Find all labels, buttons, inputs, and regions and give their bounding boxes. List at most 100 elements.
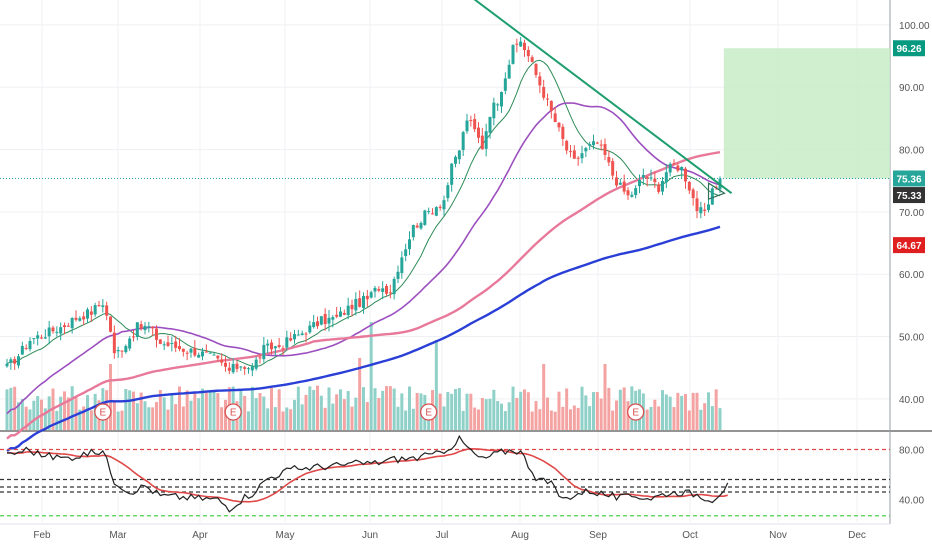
candle-body	[710, 188, 714, 205]
volume-bar	[350, 406, 354, 430]
candle-body	[699, 207, 703, 214]
earnings-marker-label: E	[230, 408, 237, 419]
target-zone	[723, 48, 890, 179]
volume-bar	[319, 395, 323, 430]
volume-bar	[296, 386, 300, 430]
price-badges: 96.26 75.36 75.33 64.67	[893, 40, 925, 254]
candle-body	[124, 346, 128, 353]
volume-bar	[220, 407, 224, 430]
candle-body	[534, 64, 538, 76]
candle-body	[653, 178, 657, 183]
candle-body	[695, 198, 699, 212]
candle-body	[319, 316, 323, 325]
candle-body	[641, 174, 645, 178]
volume-bar	[496, 401, 500, 430]
candle-body	[227, 367, 231, 371]
rsi-signal-line	[7, 447, 728, 503]
time-tick-label: Dec	[848, 530, 866, 541]
moving-average-ma_long_blue	[6, 225, 721, 452]
volume-bar	[714, 389, 718, 430]
candle-body	[457, 150, 461, 160]
volume-bar	[109, 364, 113, 430]
volume-bar	[189, 400, 193, 430]
candle-body	[89, 311, 93, 315]
candle-body	[672, 163, 676, 165]
candle-body	[143, 325, 147, 331]
volume-bar	[588, 406, 592, 430]
volume-bar	[457, 388, 461, 430]
volume-bar	[124, 389, 128, 430]
volume-bar	[534, 401, 538, 430]
candle-body	[323, 313, 327, 325]
price-tick-label: 60.00	[899, 270, 924, 281]
volume-bar	[492, 389, 496, 430]
volume-bar	[526, 392, 530, 430]
candle-body	[530, 57, 534, 62]
candle-body	[500, 92, 504, 107]
candle-body	[120, 350, 124, 352]
volume-bar	[293, 399, 297, 430]
volume-bar	[450, 393, 454, 430]
candle-body	[385, 286, 389, 294]
volume-bar	[270, 387, 274, 430]
candle-body	[158, 339, 162, 344]
candle-body	[285, 337, 289, 348]
volume-bar	[664, 394, 668, 430]
candle-body	[638, 179, 642, 187]
candle-body	[664, 172, 668, 183]
volume-bar	[304, 394, 308, 430]
candle-body	[220, 359, 224, 363]
volume-bar	[388, 386, 392, 430]
volume-bar	[250, 386, 254, 430]
candle-body	[197, 354, 201, 358]
price-badge-stop: 64.67	[893, 237, 925, 254]
candle-body	[281, 348, 285, 350]
volume-bar	[258, 392, 262, 430]
volume-bar	[86, 395, 90, 430]
candle-body	[151, 326, 155, 329]
candle-body	[565, 140, 569, 151]
volume-bars	[5, 322, 722, 430]
volume-bar	[78, 409, 82, 430]
candle-body	[607, 157, 611, 163]
volume-bar	[580, 386, 584, 430]
earnings-marker: E	[224, 403, 242, 421]
candle-body	[684, 168, 688, 182]
candle-body	[273, 346, 277, 349]
earnings-marker: E	[420, 403, 438, 421]
volume-bar	[208, 389, 212, 430]
earnings-marker-circle	[420, 403, 438, 421]
volume-bar	[243, 395, 247, 430]
volume-bar	[530, 411, 534, 430]
candle-body	[174, 341, 178, 348]
volume-bar	[515, 397, 519, 430]
candle-body	[185, 352, 189, 354]
volume-bar	[354, 397, 358, 430]
volume-bar	[676, 392, 680, 430]
candle-body	[687, 181, 691, 191]
volume-bar	[553, 411, 557, 430]
candle-body	[308, 325, 312, 333]
volume-bar	[592, 392, 596, 430]
price-badge-entry: 75.36	[893, 170, 925, 187]
candle-body	[557, 122, 561, 128]
volume-bar	[542, 364, 546, 430]
volume-bar	[454, 389, 458, 430]
volume-bar	[197, 398, 201, 430]
volume-bar	[185, 390, 189, 430]
price-badge-bg	[893, 40, 925, 57]
candle-body	[492, 102, 496, 119]
volume-bar	[377, 397, 381, 430]
candle-body	[9, 359, 13, 363]
time-tick-label: Apr	[192, 530, 208, 541]
volume-bar	[262, 396, 266, 430]
volume-bar	[653, 399, 657, 430]
rsi-tick-label: 80.00	[899, 446, 924, 457]
candle-body	[431, 213, 435, 215]
volume-bar	[385, 386, 389, 430]
volume-bar	[572, 405, 576, 430]
candle-body	[576, 157, 580, 159]
candle-body	[592, 141, 596, 146]
